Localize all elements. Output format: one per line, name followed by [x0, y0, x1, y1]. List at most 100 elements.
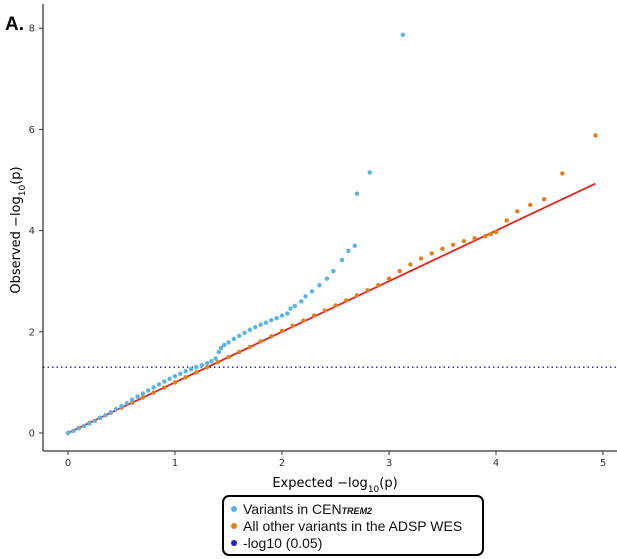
- cen-trem2-point-53: [346, 248, 351, 254]
- adsp-wes-point-16: [237, 349, 242, 355]
- adsp-wes-point-21: [290, 323, 295, 328]
- cen-trem2-point-34: [237, 333, 242, 339]
- cen-trem2-point-26: [204, 360, 210, 366]
- cen-trem2-point-22: [183, 369, 188, 374]
- cen-trem2-point-35: [242, 330, 247, 336]
- cen-trem2-point-43: [285, 311, 290, 316]
- adsp-wes-point-35: [440, 246, 445, 252]
- adsp-wes-point-11: [183, 375, 188, 380]
- adsp-wes-point-14: [215, 359, 220, 365]
- cen-trem2-point-20: [172, 374, 178, 379]
- adsp-wes-point-6: [130, 400, 135, 405]
- adsp-wes-point-34: [429, 251, 434, 256]
- cen-trem2-point-3: [81, 423, 87, 429]
- cen-trem2-point-52: [339, 257, 345, 263]
- adsp-wes-point-32: [408, 262, 413, 267]
- adsp-wes-point-24: [322, 308, 327, 313]
- legend-label-threshold: -log10 (0.05): [243, 534, 323, 551]
- adsp-wes-point-31: [397, 268, 402, 274]
- cen-trem2-point-6: [97, 415, 103, 421]
- x-axis-title: Expected −log10(p): [272, 476, 397, 495]
- cen-trem2-point-47: [303, 294, 308, 299]
- adsp-wes-point-44: [528, 202, 533, 207]
- cen-trem2-point-5: [92, 418, 97, 424]
- cen-trem2-point-25: [199, 362, 204, 368]
- legend-marker-adsp-wes: [231, 522, 237, 529]
- adsp-wes-point-26: [344, 298, 349, 303]
- cen-trem2-point-31: [222, 342, 227, 348]
- adsp-wes-point-7: [140, 395, 146, 400]
- cen-trem2-point-29: [216, 349, 222, 355]
- adsp-wes-point-15: [226, 354, 231, 360]
- cen-trem2-point-50: [324, 276, 330, 281]
- legend-item-cen-trem2: Variants in CENTREM2: [231, 500, 482, 517]
- adsp-wes-point-46: [560, 171, 565, 176]
- cen-trem2-point-8: [108, 410, 114, 415]
- adsp-wes-point-30: [386, 276, 392, 281]
- cen-trem2-point-21: [178, 371, 183, 376]
- cen-trem2-point-4: [87, 421, 92, 426]
- adsp-wes-point-25: [333, 303, 338, 308]
- cen-trem2-point-9: [113, 407, 119, 412]
- x-tick-label-4: 4: [493, 458, 499, 469]
- cen-trem2-point-48: [309, 289, 315, 294]
- adsp-wes-point-9: [162, 385, 167, 390]
- cen-trem2-point-36: [247, 327, 253, 332]
- legend-marker-cen-trem2: [231, 505, 237, 512]
- y-tick-label-8: 8: [29, 24, 35, 35]
- cen-trem2-point-15: [146, 388, 151, 393]
- cen-trem2-point-42: [279, 313, 285, 318]
- panel-label: A.: [5, 14, 24, 35]
- x-tick-label-0: 0: [65, 458, 71, 469]
- cen-trem2-point-28: [213, 356, 218, 361]
- legend-label-cen-trem2: Variants in CENTREM2: [243, 500, 373, 517]
- adsp-wes-point-10: [172, 380, 178, 385]
- adsp-wes-point-43: [515, 209, 520, 214]
- adsp-wes-point-40: [488, 231, 493, 237]
- cen-trem2-point-2: [76, 426, 81, 431]
- cen-trem2-point-40: [269, 317, 274, 323]
- cen-trem2-point-45: [292, 303, 298, 309]
- adsp-wes-point-45: [541, 197, 547, 202]
- cen-trem2-point-0: [65, 430, 71, 436]
- adsp-wes-point-23: [311, 313, 317, 318]
- cen-trem2-point-16: [151, 385, 156, 390]
- cen-trem2-point-19: [167, 376, 172, 382]
- cen-trem2-point-10: [119, 403, 124, 409]
- adsp-wes-point-39: [483, 233, 488, 239]
- cen-trem2-point-55: [354, 191, 360, 196]
- cen-trem2-point-23: [188, 367, 194, 372]
- adsp-wes-point-47: [593, 133, 598, 138]
- cen-trem2-point-51: [331, 268, 336, 274]
- adsp-wes-point-36: [451, 242, 456, 247]
- cen-trem2-point-18: [162, 379, 167, 384]
- axes: 0 1 2 3 4 5 0 2 4 6 8: [29, 4, 617, 469]
- adsp-wes-point-20: [279, 328, 285, 333]
- legend-label-adsp-wes: All other variants in the ADSP WES: [243, 517, 463, 534]
- legend: Variants in CENTREM2 All other variants …: [222, 495, 484, 556]
- adsp-wes-point-38: [472, 235, 477, 241]
- cen-trem2-point-11: [124, 400, 130, 406]
- cen-trem2-point-37: [253, 325, 258, 330]
- adsp-wes-point-37: [461, 239, 467, 244]
- cen-trem2-point-44: [288, 306, 293, 311]
- cen-trem2-point-27: [209, 358, 214, 364]
- cen-trem2-point-39: [263, 320, 269, 325]
- x-tick-label-5: 5: [600, 458, 606, 469]
- adsp-wes-point-19: [269, 334, 274, 339]
- cen-trem2-point-13: [135, 394, 140, 399]
- y-tick-label-2: 2: [29, 327, 35, 338]
- adsp-wes-point-28: [365, 288, 370, 293]
- adsp-wes-point-33: [418, 256, 424, 261]
- y-tick-label-6: 6: [29, 125, 35, 136]
- x-tick-label-2: 2: [279, 458, 285, 469]
- series-cen-trem2: [65, 32, 406, 436]
- legend-item-adsp-wes: All other variants in the ADSP WES: [231, 517, 482, 534]
- adsp-wes-point-18: [258, 339, 263, 344]
- legend-marker-threshold: [231, 539, 237, 546]
- y-tick-label-4: 4: [29, 226, 35, 237]
- cen-trem2-point-24: [194, 365, 199, 370]
- x-tick-label-1: 1: [172, 458, 178, 469]
- x-tick-label-3: 3: [386, 458, 392, 469]
